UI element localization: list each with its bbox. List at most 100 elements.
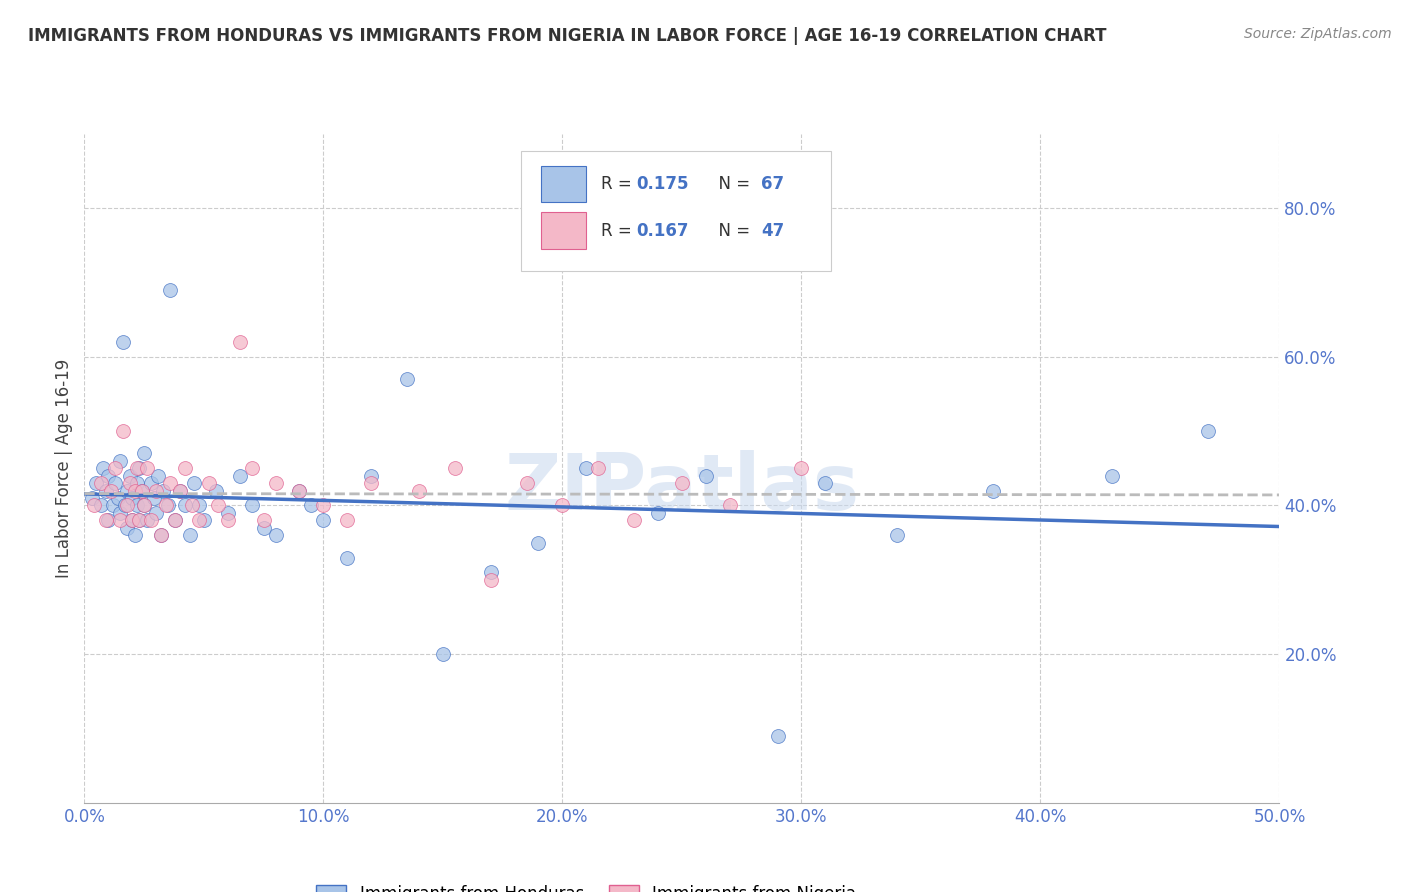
Point (124, 528, 146, 542)
Point (301, 499, 323, 513)
Point (83, 499, 105, 513)
Text: R =: R = (600, 222, 637, 240)
Point (128, 513, 150, 527)
Point (118, 476, 141, 491)
Point (117, 483, 139, 498)
Text: N =: N = (709, 175, 755, 193)
Point (169, 483, 191, 498)
Point (101, 499, 124, 513)
Legend: Immigrants from Honduras, Immigrants from Nigeria: Immigrants from Honduras, Immigrants fro… (309, 878, 863, 892)
Point (141, 513, 163, 527)
Point (165, 513, 187, 527)
Point (790, 461, 813, 475)
Point (240, 461, 263, 475)
Point (90, 476, 112, 491)
Point (111, 334, 134, 349)
Point (188, 513, 211, 527)
Point (93, 461, 115, 475)
Text: N =: N = (709, 222, 755, 240)
Point (180, 499, 202, 513)
Point (312, 499, 335, 513)
Point (479, 573, 502, 587)
Point (240, 499, 263, 513)
Point (135, 461, 157, 475)
Point (205, 483, 228, 498)
Text: 0.167: 0.167 (637, 222, 689, 240)
Point (110, 506, 132, 520)
Point (188, 499, 211, 513)
Point (152, 483, 174, 498)
Point (396, 372, 419, 386)
Point (131, 483, 153, 498)
Point (121, 513, 143, 527)
Point (527, 535, 550, 549)
Point (149, 528, 172, 542)
Point (197, 476, 219, 491)
Point (159, 476, 181, 491)
Point (228, 334, 252, 349)
Point (80, 491, 103, 505)
Point (336, 513, 359, 527)
Point (100, 483, 122, 498)
Point (432, 647, 454, 661)
FancyBboxPatch shape (520, 151, 831, 271)
Point (104, 476, 127, 491)
Point (575, 461, 598, 475)
Point (94, 513, 117, 527)
Point (121, 513, 143, 527)
Point (117, 521, 139, 535)
Text: 47: 47 (761, 222, 785, 240)
Text: IMMIGRANTS FROM HONDURAS VS IMMIGRANTS FROM NIGERIA IN LABOR FORCE | AGE 16-19 C: IMMIGRANTS FROM HONDURAS VS IMMIGRANTS F… (28, 27, 1107, 45)
Point (125, 476, 148, 491)
Point (253, 513, 276, 527)
Point (155, 499, 177, 513)
Point (159, 283, 181, 297)
Point (886, 528, 908, 542)
Point (718, 499, 741, 513)
Point (97, 468, 120, 483)
Point (125, 461, 148, 475)
Point (179, 528, 201, 542)
Point (360, 468, 382, 483)
Point (207, 499, 229, 513)
Point (1197, 424, 1219, 438)
Point (444, 461, 467, 475)
Point (169, 483, 191, 498)
Point (121, 491, 143, 505)
Point (149, 528, 172, 542)
Point (408, 483, 430, 498)
FancyBboxPatch shape (541, 212, 586, 249)
Point (132, 446, 156, 460)
Point (141, 476, 163, 491)
Point (647, 506, 669, 520)
Point (128, 513, 150, 527)
Point (173, 499, 195, 513)
Point (360, 476, 382, 491)
Point (114, 499, 136, 513)
Point (124, 483, 146, 498)
Point (145, 483, 167, 498)
Point (84, 476, 107, 491)
Point (97, 513, 120, 527)
Point (264, 476, 287, 491)
Point (90, 499, 112, 513)
Point (264, 528, 287, 542)
Point (671, 476, 693, 491)
Point (217, 506, 239, 520)
Point (193, 513, 215, 527)
Point (814, 476, 837, 491)
Text: 67: 67 (761, 175, 785, 193)
Point (165, 513, 187, 527)
Point (131, 483, 153, 498)
Y-axis label: In Labor Force | Age 16-19: In Labor Force | Age 16-19 (55, 359, 73, 578)
Point (1101, 468, 1123, 483)
Point (117, 499, 139, 513)
FancyBboxPatch shape (541, 166, 586, 202)
Text: ZIPatlas: ZIPatlas (505, 450, 859, 526)
Point (135, 513, 157, 527)
Point (228, 468, 252, 483)
Point (515, 476, 537, 491)
Point (981, 483, 1004, 498)
Point (132, 499, 156, 513)
Point (118, 468, 141, 483)
